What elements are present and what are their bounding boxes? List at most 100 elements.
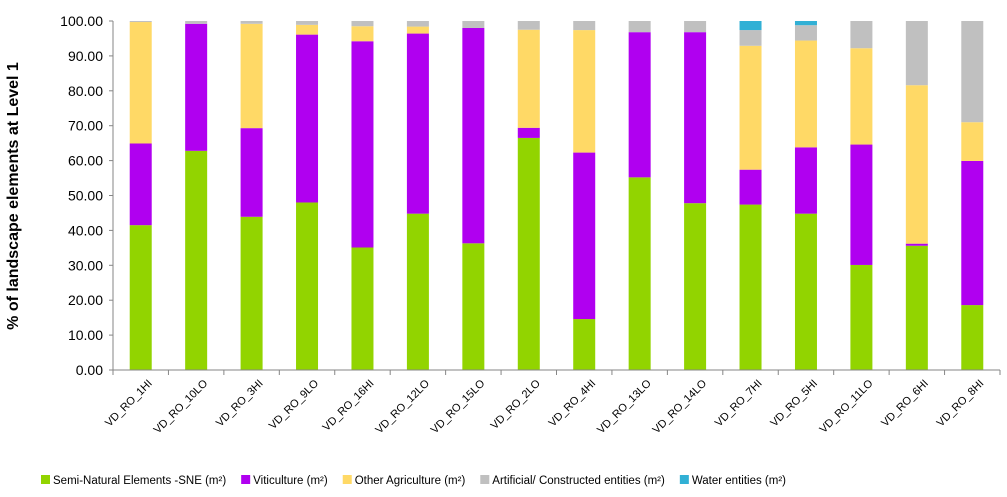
- bar-segment: [961, 21, 984, 123]
- x-tick-label: VD_RO_16HI: [321, 378, 377, 434]
- x-tick-label: VD_RO_7HI: [713, 378, 765, 430]
- bar-segment: [573, 319, 596, 370]
- bar-segment: [794, 147, 817, 214]
- legend-item: Water entities (m²): [679, 475, 786, 487]
- x-tick-label: VD_RO_4HI: [547, 378, 599, 430]
- bar-segment: [462, 21, 485, 28]
- bar-stack: [240, 21, 263, 370]
- bar-segment: [739, 21, 762, 31]
- bar-segment: [850, 21, 873, 49]
- bar-stack: [129, 21, 152, 370]
- x-tick-label: VD_RO_9LO: [267, 377, 322, 432]
- legend-label: Artificial/ Constructed entities (m²): [492, 475, 665, 487]
- bar-stack: [573, 21, 596, 370]
- bar-stack: [684, 21, 707, 370]
- x-tick-label: VD_RO_10LO: [152, 377, 211, 436]
- x-tick-label: VD_RO_3HI: [214, 378, 266, 430]
- legend-label: Other Agriculture (m²): [355, 475, 466, 487]
- bar-segment: [296, 202, 319, 370]
- bar-segment: [240, 128, 263, 217]
- y-tick-label: 90.00: [68, 48, 103, 64]
- bar-segment: [406, 21, 429, 27]
- bar-segment: [240, 23, 263, 129]
- bar-segment: [905, 21, 928, 86]
- legend-item: Artificial/ Constructed entities (m²): [480, 475, 665, 487]
- x-tick-label: VD_RO_8HI: [935, 378, 987, 430]
- bar-segment: [961, 122, 984, 161]
- y-tick-label: 0.00: [76, 362, 103, 378]
- bar-stack: [628, 21, 651, 370]
- bar-segment: [517, 137, 540, 370]
- bar-segment: [739, 169, 762, 205]
- bar-segment: [185, 21, 208, 24]
- bar-segment: [185, 150, 208, 370]
- legend-swatch: [679, 475, 689, 484]
- x-tick-label: VD_RO_5HI: [768, 378, 820, 430]
- bar-segment: [240, 21, 263, 24]
- x-tick-label: VD_RO_14LO: [651, 377, 710, 436]
- bar-stack: [961, 21, 984, 370]
- bar-segment: [961, 160, 984, 306]
- legend-swatch: [241, 475, 251, 484]
- bar-segment: [794, 25, 817, 41]
- y-tick-label: 100.00: [60, 13, 103, 29]
- legend-swatch: [480, 475, 490, 484]
- legend-label: Semi-Natural Elements -SNE (m²): [53, 475, 226, 487]
- bar-stack: [850, 21, 873, 370]
- bar-stack: [462, 21, 485, 370]
- legend-label: Viticulture (m²): [253, 475, 328, 487]
- legend: Semi-Natural Elements -SNE (m²) Viticultu…: [41, 475, 786, 487]
- bar-segment: [850, 144, 873, 265]
- x-tick-label: VD_RO_15LO: [429, 377, 488, 436]
- bar-segment: [905, 85, 928, 244]
- bar-segment: [406, 33, 429, 214]
- bar-segment: [905, 245, 928, 370]
- bar-segment: [573, 21, 596, 31]
- bar-segment: [684, 203, 707, 370]
- bar-segment: [850, 264, 873, 370]
- y-tick-label: 20.00: [68, 292, 103, 308]
- bar-stack: [905, 21, 928, 370]
- bar-segment: [517, 21, 540, 30]
- legend-label: Water entities (m²): [692, 475, 786, 487]
- bar-segment: [406, 26, 429, 34]
- bar-stack: [351, 21, 374, 370]
- legend-swatch: [342, 475, 352, 484]
- y-tick-labels: 0.00 10.00 20.00 30.00 40.00 50.00 60.00 70.00 8…: [60, 13, 113, 378]
- bar-stack: [739, 21, 762, 370]
- bar-segment: [684, 32, 707, 204]
- bar-segment: [240, 216, 263, 370]
- bar-segment: [517, 29, 540, 128]
- bar-stack: [517, 21, 540, 370]
- bar-segment: [129, 143, 152, 226]
- bar-segment: [129, 21, 152, 23]
- bar-segment: [129, 225, 152, 370]
- bar-segment: [573, 152, 596, 320]
- bar-segment: [351, 26, 374, 42]
- x-tick-label: VD_RO_6HI: [879, 378, 931, 430]
- x-tick-label: VD_RO_11LO: [817, 377, 875, 435]
- bar-segment: [296, 24, 319, 35]
- x-tick-label: VD_RO_2LO: [489, 377, 544, 432]
- bar-segment: [739, 30, 762, 46]
- bar-segment: [517, 127, 540, 138]
- bar-segment: [628, 32, 651, 178]
- x-tick-label: VD_RO_12LO: [373, 377, 432, 436]
- bar-segment: [462, 243, 485, 370]
- bar-segment: [684, 21, 707, 33]
- bar-segment: [129, 22, 152, 144]
- bar-stack: [185, 21, 208, 370]
- bar-segment: [850, 48, 873, 145]
- y-tick-label: 80.00: [68, 83, 103, 99]
- x-tick-label: VD_RO_13LO: [595, 377, 654, 436]
- bar-segment: [406, 213, 429, 370]
- x-tick-label: VD_RO_1HI: [103, 378, 155, 430]
- bar-segment: [185, 23, 208, 151]
- bar-segment: [351, 247, 374, 370]
- bar-segment: [573, 30, 596, 153]
- bar-segment: [739, 45, 762, 170]
- y-tick-label: 60.00: [68, 153, 103, 169]
- bar-segment: [351, 41, 374, 248]
